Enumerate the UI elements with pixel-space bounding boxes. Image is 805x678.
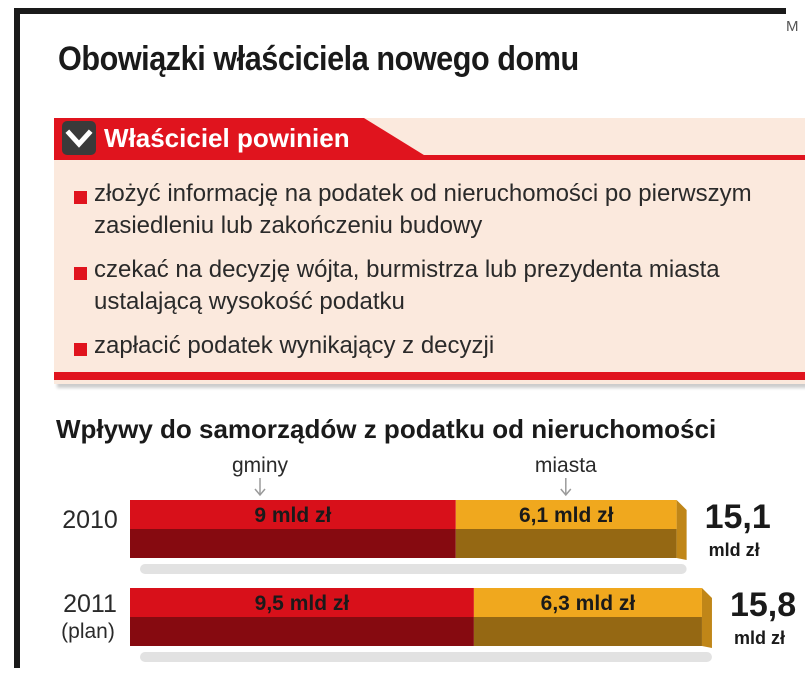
frame-top-border bbox=[14, 8, 786, 14]
bar-segment-miasta-top bbox=[455, 500, 677, 529]
bar-end-cap bbox=[676, 500, 687, 560]
bar-data-label: 9 mld zł bbox=[254, 504, 331, 527]
list-item-text: złożyć informację na podatek od nierucho… bbox=[94, 180, 752, 239]
bullet-square-icon bbox=[74, 343, 87, 356]
category-tick-label: 2010 bbox=[62, 506, 118, 534]
series-name-label: miasta bbox=[535, 454, 597, 477]
box-header-label: Właściciel powinien bbox=[104, 123, 350, 153]
list-item: czekać na decyzję wójta, burmistrza lub … bbox=[74, 254, 796, 318]
owner-duties-box bbox=[54, 118, 805, 384]
arrow-head-icon bbox=[254, 488, 266, 497]
bar-segment-gminy-bottom bbox=[130, 617, 474, 646]
bar-segment-miasta-top bbox=[473, 588, 702, 617]
total-value-label: 15,8 bbox=[730, 586, 796, 624]
bar-data-label: 6,3 mld zł bbox=[541, 592, 636, 615]
stacked-bar-chart: 9 mld zł 6,1 mld zł 2010 15,1 mld zł 9,5 mld … bbox=[61, 454, 796, 662]
list-item-text: zapłacić podatek wynikający z decyzji bbox=[94, 332, 495, 359]
bar-shadow bbox=[140, 652, 712, 662]
bar-segment-miasta-bottom bbox=[473, 617, 702, 646]
bullet-square-icon bbox=[74, 191, 87, 204]
bar-data-label: 6,1 mld zł bbox=[519, 504, 614, 527]
bar-segment-gminy-top bbox=[130, 588, 474, 617]
arrow-head-icon bbox=[560, 488, 572, 497]
total-unit-label: mld zł bbox=[734, 628, 785, 648]
bar-segment-gminy-bottom bbox=[130, 529, 456, 558]
series-name-label: gminy bbox=[232, 454, 289, 477]
box-top-rule bbox=[54, 155, 805, 160]
duties-list: złożyć informację na podatek od nierucho… bbox=[74, 178, 796, 374]
box-header-banner bbox=[54, 118, 432, 160]
corner-mark: M bbox=[786, 18, 799, 35]
box-bottom-rule bbox=[54, 372, 805, 380]
list-item: złożyć informację na podatek od nierucho… bbox=[74, 178, 796, 242]
category-tick-label: 2011 bbox=[63, 590, 117, 618]
list-item: zapłacić podatek wynikający z decyzji bbox=[74, 330, 796, 362]
bar-segment-miasta-bottom bbox=[455, 529, 677, 558]
bar-shadow bbox=[140, 564, 687, 574]
checkmark-icon bbox=[62, 121, 96, 155]
list-item-text: czekać na decyzję wójta, burmistrza lub … bbox=[94, 256, 720, 315]
total-value-label: 15,1 bbox=[705, 498, 771, 536]
chart-title: Wpływy do samorządów z podatku od nieruc… bbox=[56, 414, 717, 444]
frame-left-border bbox=[14, 8, 20, 668]
total-unit-label: mld zł bbox=[709, 540, 760, 560]
bar-end-cap bbox=[701, 588, 712, 648]
page-title: Obowiązki właściciela nowego domu bbox=[58, 40, 579, 78]
bullet-square-icon bbox=[74, 267, 87, 280]
bar-data-label: 9,5 mld zł bbox=[255, 592, 350, 615]
bar-segment-gminy-top bbox=[130, 500, 456, 529]
category-tick-sublabel: (plan) bbox=[61, 620, 115, 643]
